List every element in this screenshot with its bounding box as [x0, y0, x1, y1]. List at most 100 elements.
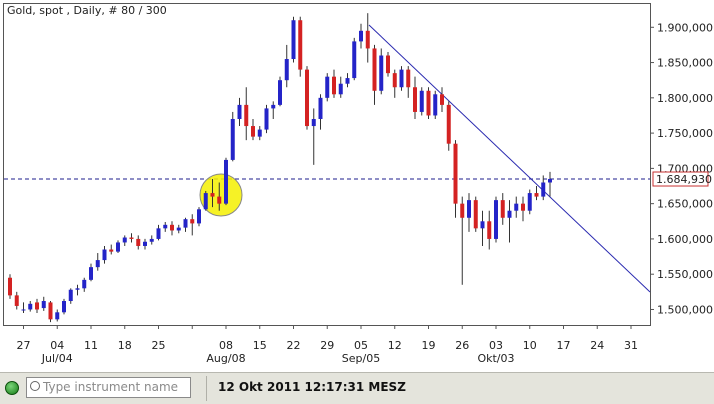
candle-body: [406, 69, 411, 88]
candle-body: [467, 200, 471, 218]
connection-icon: [5, 381, 19, 395]
candle-body: [176, 227, 181, 231]
candle-body: [298, 20, 303, 70]
x-tick-label: 29: [320, 339, 334, 352]
candle-body: [372, 48, 377, 91]
candle-body: [514, 203, 519, 211]
candle-body: [521, 203, 525, 211]
candle-body: [460, 203, 465, 218]
candle-body: [48, 302, 53, 320]
candle-body: [190, 219, 195, 224]
y-tick-label: 1.850,000: [657, 57, 713, 70]
candle-body: [68, 289, 73, 302]
candle-body: [548, 178, 552, 183]
y-tick-label: 1.550,000: [657, 268, 713, 281]
separator: [206, 376, 207, 401]
candle-body: [183, 219, 188, 228]
candle-body: [170, 224, 174, 231]
search-icon: [30, 381, 40, 391]
candle-body: [210, 193, 215, 197]
y-tick-label: 1.600,000: [657, 233, 713, 246]
candle-body: [8, 277, 12, 296]
candle-body: [480, 221, 485, 229]
trend-line: [368, 24, 651, 293]
highlight-circle: [199, 173, 243, 217]
candle-body: [217, 196, 222, 204]
candle-body: [392, 73, 397, 88]
x-tick-label: 05: [354, 339, 368, 352]
search-input[interactable]: Type instrument name: [26, 377, 191, 398]
candle-body: [332, 76, 336, 95]
candle-body: [386, 55, 390, 74]
x-tick-label: 15: [253, 339, 267, 352]
y-tick-label: 1.650,000: [657, 198, 713, 211]
candle-body: [318, 97, 323, 119]
x-tick-label: 08: [219, 339, 233, 352]
candle-body: [257, 129, 262, 137]
x-tick-label: 27: [17, 339, 31, 352]
candle-body: [507, 210, 512, 218]
candle-body: [143, 241, 147, 246]
candle-body: [338, 83, 343, 95]
candle-body: [230, 118, 235, 160]
x-tick-label: 11: [84, 339, 98, 352]
candle-body: [446, 104, 451, 144]
candle-body: [271, 104, 276, 109]
status-bar: Type instrument name 12 Okt 2011 12:17:3…: [0, 372, 714, 404]
candle-body: [365, 30, 370, 49]
month-label: Sep/05: [342, 352, 380, 365]
candle-body: [244, 104, 249, 127]
month-label: Aug/08: [206, 352, 245, 365]
x-tick-label: 04: [50, 339, 64, 352]
candle-body: [291, 20, 296, 60]
x-tick-label: 24: [590, 339, 604, 352]
y-tick-label: 1.750,000: [657, 127, 713, 140]
candle-body: [82, 279, 87, 289]
candle-body: [149, 238, 154, 242]
x-tick-label: 10: [523, 339, 537, 352]
candle-body: [413, 87, 417, 112]
candle-body: [305, 69, 309, 127]
x-tick-label: 19: [422, 339, 436, 352]
candle-body: [21, 309, 26, 311]
candle-body: [473, 200, 478, 229]
candle-body: [345, 78, 350, 84]
candle-body: [55, 312, 60, 320]
background: [0, 0, 714, 372]
candle-body: [311, 118, 316, 127]
candle-body: [75, 288, 80, 290]
candle-body: [359, 30, 363, 42]
last-price-box: [652, 171, 709, 187]
candle-body: [116, 242, 120, 252]
candle-body: [453, 143, 458, 204]
candle-body: [203, 193, 208, 210]
candle-body: [122, 237, 127, 243]
chart-title: Gold, spot , Daily, # 80 / 300: [7, 4, 167, 17]
x-tick-label: 17: [557, 339, 571, 352]
x-tick-label: 31: [624, 339, 638, 352]
candle-body: [41, 301, 46, 309]
candle-body: [426, 90, 431, 116]
month-label: Jul/04: [41, 352, 73, 365]
candle-body: [109, 249, 114, 252]
x-tick-label: 12: [388, 339, 402, 352]
candle-body: [163, 224, 168, 229]
candle-body: [399, 69, 404, 88]
x-tick-label: 25: [152, 339, 166, 352]
chart: Gold, spot , Daily, # 80 / 300 1.500,000…: [0, 0, 714, 372]
x-tick-label: 26: [455, 339, 469, 352]
candle-body: [14, 295, 19, 306]
candle-body: [129, 237, 134, 239]
candle-body: [325, 76, 330, 98]
candle-body: [62, 301, 66, 313]
x-tick-label: 22: [287, 339, 301, 352]
candle-body: [352, 41, 357, 79]
candle-body: [89, 267, 93, 280]
candle-body: [156, 228, 161, 239]
candle-body: [419, 90, 424, 112]
candle-body: [224, 159, 228, 204]
candle-body: [440, 94, 444, 105]
candle-body: [28, 303, 33, 310]
candle-body: [35, 302, 39, 310]
